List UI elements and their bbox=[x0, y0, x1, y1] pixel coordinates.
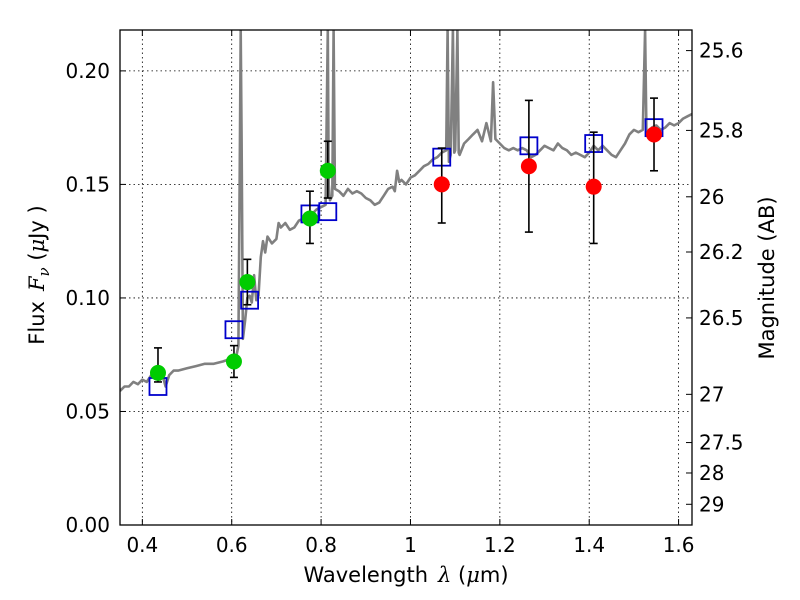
x-tick-label: 1.6 bbox=[663, 533, 695, 557]
observed-flux-point bbox=[149, 364, 166, 381]
y2-tick-label: 27.5 bbox=[699, 431, 744, 455]
grid-lines bbox=[120, 30, 692, 526]
y2-tick-label: 26 bbox=[699, 185, 724, 209]
y2-tick-label: 26.5 bbox=[699, 306, 744, 330]
y2-tick-label: 28 bbox=[699, 461, 724, 485]
y2-tick-label: 25.8 bbox=[699, 118, 744, 142]
y2-tick-label: 27 bbox=[699, 382, 724, 406]
observed-flux-point bbox=[585, 178, 602, 195]
x-tick-label: 0.6 bbox=[216, 533, 248, 557]
model-flux-square bbox=[318, 202, 338, 222]
x-tick-label: 1.4 bbox=[573, 533, 605, 557]
y-tick-label: 0.20 bbox=[65, 59, 110, 83]
y-tick-label: 0.10 bbox=[65, 286, 110, 310]
observed-flux-point bbox=[433, 176, 450, 193]
x-tick-label: 1.2 bbox=[484, 533, 516, 557]
tick-labels: 0.4 0.6 0.8 1 1.2 1.4 1.6 0.00 0.05 0.10 0.15 0.20 2… bbox=[65, 39, 743, 557]
model-flux-square bbox=[240, 290, 259, 310]
x-tick-label: 1 bbox=[404, 533, 417, 557]
model-flux-square bbox=[224, 320, 244, 340]
y2-tick-label: 26.2 bbox=[699, 240, 744, 264]
spectrum-line bbox=[120, 30, 692, 392]
y-tick-label: 0.05 bbox=[65, 399, 110, 423]
y-tick-label: 0.15 bbox=[65, 172, 110, 196]
axes bbox=[120, 30, 692, 526]
observed-flux-point bbox=[239, 274, 256, 291]
x-axis-title: Wavelength λ (μm) bbox=[303, 563, 508, 587]
model-spectrum bbox=[120, 30, 692, 392]
observed-flux-point bbox=[301, 210, 318, 227]
y-tick-label: 0.00 bbox=[65, 513, 110, 537]
x-tick-label: 0.8 bbox=[305, 533, 337, 557]
observed-flux-point bbox=[646, 126, 663, 143]
observed-flux-point bbox=[520, 158, 537, 175]
y2-tick-label: 25.6 bbox=[699, 39, 744, 63]
observed-flux-point bbox=[225, 353, 242, 370]
data-markers bbox=[148, 97, 664, 396]
y2-axis-title: Magnitude (AB) bbox=[755, 196, 779, 359]
plot-frame bbox=[119, 29, 693, 526]
x-tick-label: 0.4 bbox=[126, 533, 158, 557]
observed-flux-point bbox=[319, 162, 336, 179]
y-axis-title: FluxFν (μJy ) bbox=[25, 205, 53, 344]
y2-tick-label: 29 bbox=[699, 492, 724, 516]
